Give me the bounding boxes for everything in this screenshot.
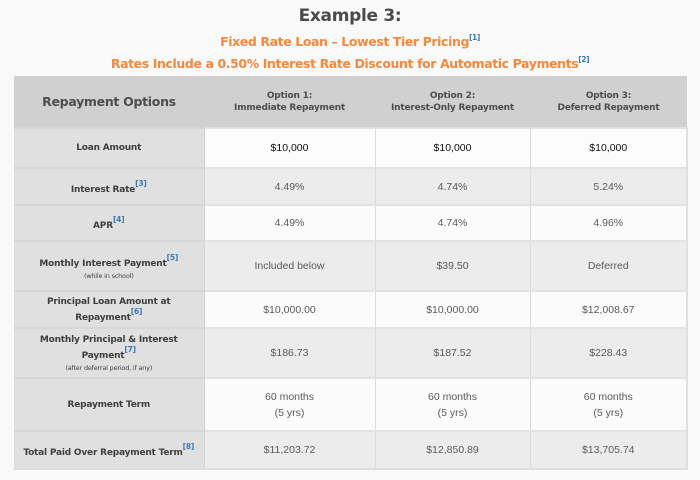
table-row-loan-amount: Loan Amount $10,000 $10,000 $10,000	[14, 127, 688, 168]
row-label: Loan Amount	[14, 127, 205, 168]
row-label: Monthly Interest Payment[5] (while in sch…	[14, 240, 205, 291]
subtitle-loan-type-text: Fixed Rate Loan – Lowest Tier Pricing	[220, 34, 469, 49]
cell-option-1: 4.49%	[203, 167, 375, 205]
cell-option-1: $186.73	[203, 327, 375, 378]
footnote-link-4[interactable]: [4]	[112, 215, 125, 224]
option-1-number: Option 1:	[266, 90, 313, 101]
row-label-text: Repayment Term	[67, 399, 151, 410]
cell-option-2: 4.74%	[374, 167, 530, 205]
option-2-number: Option 2:	[429, 90, 476, 101]
cell-option-2: $39.50	[374, 240, 530, 291]
table-row-monthly-principal-interest: Monthly Principal & Interest Payment[7] (…	[14, 327, 688, 378]
table-row-repayment-term: Repayment Term 60 months (5 yrs) 60 month…	[14, 377, 688, 431]
option-3-number: Option 3:	[585, 90, 632, 101]
row-label: APR[4]	[14, 204, 205, 241]
cell-option-3: $10,000	[529, 127, 688, 168]
cell-option-3: 4.96%	[529, 204, 688, 241]
cell-option-3: 60 months (5 yrs)	[529, 377, 688, 431]
subtitle-discount: Rates Include a 0.50% Interest Rate Disc…	[0, 55, 700, 71]
option-1-name: Immediate Repayment	[234, 102, 345, 113]
header-option-1: Option 1: Immediate Repayment	[204, 76, 375, 128]
cell-option-2: 4.74%	[374, 204, 530, 241]
row-label-text: Principal Loan Amount at Repayment	[46, 296, 171, 323]
cell-option-3: Deferred	[529, 240, 688, 291]
cell-option-2: $10,000.00	[374, 290, 530, 328]
table-row-interest-rate: Interest Rate[3] 4.49% 4.74% 5.24%	[14, 167, 688, 205]
subtitle-loan-type: Fixed Rate Loan – Lowest Tier Pricing[1]	[0, 33, 700, 49]
term-months: 60 months	[583, 390, 633, 403]
cell-option-2: $12,850.89	[374, 430, 530, 470]
footnote-link-3[interactable]: [3]	[135, 178, 147, 188]
row-label-text: Loan Amount	[76, 143, 142, 153]
row-note: (after deferral period, if any)	[65, 363, 153, 372]
table-header-row: Repayment Options Option 1: Immediate Rep…	[14, 76, 687, 128]
option-3-name: Deferred Repayment	[557, 102, 660, 113]
row-label-text: Interest Rate	[70, 184, 136, 195]
table-row-monthly-interest-payment: Monthly Interest Payment[5] (while in sch…	[14, 240, 688, 291]
row-label-text: Total Paid Over Repayment Term	[23, 448, 183, 458]
cell-option-1: $10,000.00	[203, 290, 375, 328]
footnote-link-8[interactable]: [8]	[182, 442, 195, 451]
footnote-link-2[interactable]: [2]	[578, 55, 590, 64]
footnote-link-7[interactable]: [7]	[124, 344, 136, 354]
row-label: Principal Loan Amount at Repayment[6]	[14, 290, 205, 328]
header-repayment-options: Repayment Options	[14, 76, 204, 128]
cell-option-1: $10,000	[203, 127, 375, 168]
footnote-link-5[interactable]: [5]	[166, 252, 179, 262]
cell-option-1: 60 months (5 yrs)	[203, 377, 375, 431]
row-label: Total Paid Over Repayment Term[8]	[14, 430, 205, 470]
row-label: Monthly Principal & Interest Payment[7] (…	[14, 327, 205, 378]
cell-option-3: $13,705.74	[529, 430, 688, 470]
cell-option-2: $187.52	[374, 327, 530, 378]
table-row-total-paid: Total Paid Over Repayment Term[8] $11,20…	[14, 430, 688, 470]
header-option-3: Option 3: Deferred Repayment	[530, 76, 687, 128]
header-option-2: Option 2: Interest-Only Repayment	[375, 76, 530, 128]
term-years: (5 yrs)	[593, 406, 624, 419]
cell-option-1: $11,203.72	[203, 430, 375, 470]
row-label-text: Monthly Interest Payment	[39, 258, 167, 269]
row-label: Interest Rate[3]	[14, 167, 205, 205]
cell-option-1: 4.49%	[203, 204, 375, 241]
term-months: 60 months	[264, 390, 315, 403]
subtitle-discount-text: Rates Include a 0.50% Interest Rate Disc…	[110, 56, 579, 71]
row-label: Repayment Term	[14, 377, 205, 431]
cell-option-3: $228.43	[529, 327, 688, 378]
term-years: (5 yrs)	[274, 406, 305, 419]
cell-option-1: Included below	[203, 240, 375, 291]
term-years: (5 yrs)	[437, 406, 468, 419]
cell-option-3: 5.24%	[529, 167, 688, 205]
cell-option-2: 60 months (5 yrs)	[374, 377, 530, 431]
row-label-text: APR	[93, 221, 113, 231]
term-months: 60 months	[427, 390, 478, 403]
table-row-principal-at-repayment: Principal Loan Amount at Repayment[6] $1…	[14, 290, 688, 328]
row-label-text: Monthly Principal & Interest Payment	[39, 334, 178, 361]
row-note: (while in school)	[83, 271, 134, 280]
page-title: Example 3:	[298, 6, 402, 26]
cell-option-3: $12,008.67	[529, 290, 688, 328]
cell-option-2: $10,000	[374, 127, 530, 168]
table-row-apr: APR[4] 4.49% 4.74% 4.96%	[14, 204, 688, 241]
footnote-link-6[interactable]: [6]	[130, 306, 143, 316]
repayment-options-table: Repayment Options Option 1: Immediate Rep…	[14, 76, 688, 470]
option-2-name: Interest-Only Repayment	[391, 102, 514, 113]
footnote-link-1[interactable]: [1]	[469, 33, 480, 42]
